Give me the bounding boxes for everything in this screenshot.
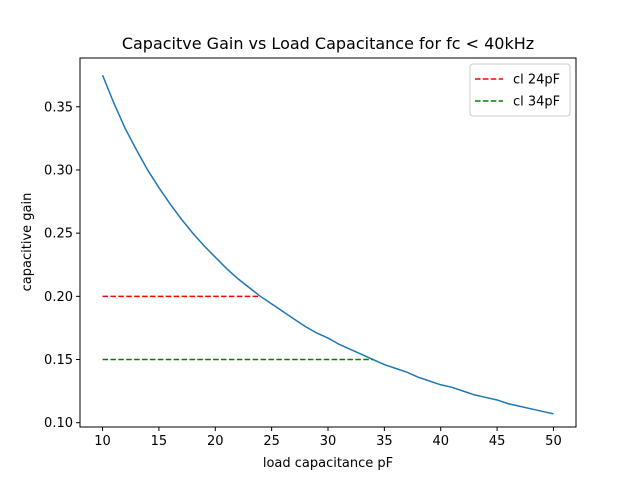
plot-layer <box>101 74 554 415</box>
x-tick-label: 25 <box>263 434 280 449</box>
x-tick-label: 20 <box>207 434 224 449</box>
chart-title: Capacitve Gain vs Load Capacitance for f… <box>122 34 534 53</box>
y-axis-title: capacitive gain <box>20 193 35 292</box>
legend: cl 24pF cl 34pF <box>469 63 571 117</box>
series-line-curve <box>101 74 554 415</box>
x-tick-label: 40 <box>432 434 449 449</box>
x-tick-label: 10 <box>94 434 111 449</box>
x-tick-label: 45 <box>489 434 506 449</box>
y-tick-label: 0.35 <box>44 100 73 115</box>
x-tick-label: 50 <box>545 434 562 449</box>
y-axis: 0.10 0.15 0.20 0.25 0.30 0.35 <box>44 100 80 431</box>
x-axis: 10 15 20 25 30 35 40 45 50 <box>94 427 562 449</box>
y-tick-label: 0.15 <box>44 353 73 368</box>
y-tick-label: 0.30 <box>44 163 73 178</box>
x-tick-label: 35 <box>376 434 393 449</box>
legend-label: cl 24pF <box>513 73 560 88</box>
x-tick-label: 30 <box>320 434 337 449</box>
x-tick-label: 15 <box>151 434 168 449</box>
legend-box <box>469 63 571 117</box>
y-tick-label: 0.25 <box>44 227 73 242</box>
y-tick-label: 0.10 <box>44 416 73 431</box>
y-tick-label: 0.20 <box>44 290 73 305</box>
x-axis-title: load capacitance pF <box>263 456 393 471</box>
legend-label: cl 34pF <box>513 95 560 110</box>
